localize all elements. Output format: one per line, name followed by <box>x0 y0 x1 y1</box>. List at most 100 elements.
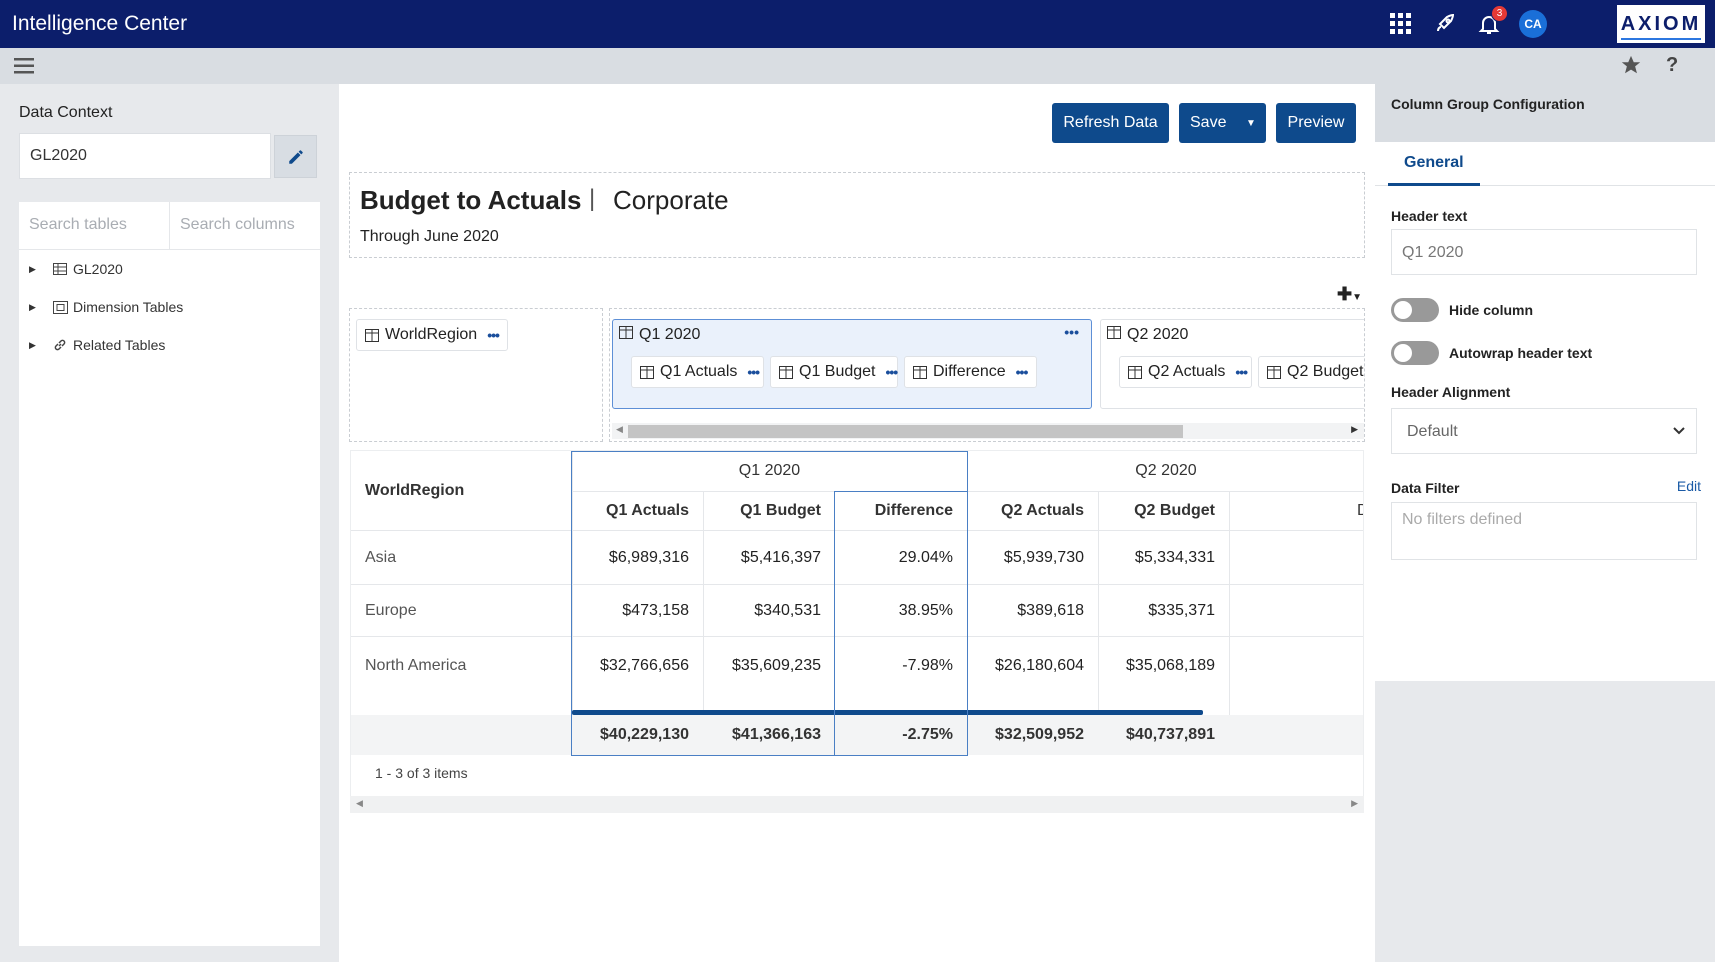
data-source-panel: Data Context GL2020 Search tables Search… <box>0 84 339 962</box>
hamburger-menu-icon[interactable] <box>14 57 34 80</box>
grid-column-header[interactable]: Q1 Actuals <box>606 502 689 519</box>
refresh-data-button[interactable]: Refresh Data <box>1052 103 1169 143</box>
grid-header-worldregion[interactable]: WorldRegion <box>365 482 465 499</box>
expand-caret-icon[interactable]: ▶ <box>29 339 36 350</box>
panel-body: Header text Q1 2020 Hide column Autowrap… <box>1375 186 1715 681</box>
scroll-right-arrow-icon[interactable]: ▶ <box>1351 798 1358 808</box>
grid-column-header[interactable]: D <box>1357 491 1363 531</box>
column-group-q2-2020[interactable]: Q2 2020 Q2 Actuals ••• Q2 Budget <box>1100 319 1364 409</box>
table-cell[interactable]: 38.95% <box>898 602 953 619</box>
table-cell[interactable]: $340,531 <box>754 602 821 619</box>
grid-column-header[interactable]: Difference <box>874 502 953 519</box>
table-icon <box>53 263 73 275</box>
table-cell[interactable]: $35,068,189 <box>1126 657 1215 674</box>
table-total-cell[interactable]: $40,229,130 <box>600 726 689 743</box>
table-total-cell[interactable]: $32,509,952 <box>995 726 1084 743</box>
preview-button[interactable]: Preview <box>1276 103 1356 143</box>
column-icon <box>779 365 793 379</box>
table-cell[interactable]: -7.98% <box>902 657 953 674</box>
scroll-right-arrow-icon[interactable]: ▶ <box>1351 424 1358 434</box>
more-options-icon[interactable]: ••• <box>1064 324 1079 340</box>
pencil-icon <box>288 149 303 164</box>
header-text-label: Header text <box>1391 208 1468 224</box>
hide-column-toggle[interactable] <box>1391 298 1439 322</box>
report-canvas: Refresh Data Save ▼ Preview Budget to Ac… <box>339 84 1375 962</box>
column-group-highlight-bar <box>572 710 1203 715</box>
more-options-icon[interactable]: ••• <box>885 364 899 380</box>
report-subtitle: Corporate <box>613 185 729 215</box>
scroll-left-arrow-icon[interactable]: ◀ <box>356 798 363 808</box>
header-text-field[interactable]: Q1 2020 <box>1391 229 1697 275</box>
table-cell[interactable]: $6,989,316 <box>608 549 689 566</box>
config-horizontal-scrollbar[interactable]: ◀ ▶ <box>612 423 1364 439</box>
edit-filter-link[interactable]: Edit <box>1676 478 1701 494</box>
rocket-icon[interactable] <box>1423 0 1467 48</box>
table-cell[interactable]: $335,371 <box>1148 602 1215 619</box>
report-title-section[interactable]: Budget to Actuals | Corporate Through Ju… <box>349 172 1365 258</box>
data-filter-field[interactable]: No filters defined <box>1391 502 1697 560</box>
notifications-bell-icon[interactable]: 3 <box>1467 0 1511 48</box>
table-cell[interactable]: $35,609,235 <box>732 657 821 674</box>
row-drop-zone[interactable]: WorldRegion ••• <box>349 308 603 442</box>
grid-column-header[interactable]: Q2 Actuals <box>1001 502 1084 519</box>
table-total-cell[interactable]: $40,737,891 <box>1126 726 1215 743</box>
column-chip[interactable]: Q1 Actuals ••• <box>631 356 764 388</box>
column-chip[interactable]: Difference ••• <box>904 356 1037 388</box>
properties-panel: Column Group Configuration General Heade… <box>1375 84 1715 962</box>
expand-caret-icon[interactable]: ▶ <box>29 301 36 312</box>
notification-badge: 3 <box>1491 5 1508 22</box>
table-cell[interactable]: 29.04% <box>898 549 953 566</box>
scrollbar-thumb[interactable] <box>628 425 1183 438</box>
user-menu[interactable]: CA <box>1511 0 1555 48</box>
grid-group-header-q1[interactable]: Q1 2020 <box>738 462 801 479</box>
group-title: Q2 2020 <box>1107 326 1188 344</box>
search-tables-input[interactable]: Search tables <box>29 216 127 233</box>
row-chip-worldregion[interactable]: WorldRegion ••• <box>356 319 508 351</box>
table-cell[interactable]: $389,618 <box>1017 602 1084 619</box>
scroll-left-arrow-icon[interactable]: ◀ <box>616 424 623 434</box>
tab-general[interactable]: General <box>1388 142 1480 186</box>
column-icon <box>1128 365 1142 379</box>
add-column-dropdown-icon[interactable]: ✚▼ <box>1337 284 1362 304</box>
favorite-star-icon[interactable] <box>1620 54 1642 81</box>
apps-grid-icon[interactable] <box>1379 0 1423 48</box>
column-chip[interactable]: Q1 Budget ••• <box>770 356 898 388</box>
table-cell[interactable]: $26,180,604 <box>995 657 1084 674</box>
report-date: Through June 2020 <box>360 228 499 245</box>
table-cell[interactable]: $5,939,730 <box>1003 549 1084 566</box>
autowrap-toggle-row[interactable]: Autowrap header text <box>1391 341 1592 365</box>
data-context-field[interactable]: GL2020 <box>19 133 271 179</box>
more-options-icon[interactable]: ••• <box>487 327 500 343</box>
more-options-icon[interactable]: ••• <box>747 364 760 380</box>
table-cell[interactable]: $5,416,397 <box>740 549 821 566</box>
autowrap-toggle[interactable] <box>1391 341 1439 365</box>
edit-data-context-button[interactable] <box>274 135 317 178</box>
tree-item-gl2020[interactable]: ▶ GL2020 <box>19 250 320 288</box>
save-button[interactable]: Save ▼ <box>1179 103 1266 143</box>
more-options-icon[interactable]: ••• <box>1235 364 1248 380</box>
more-options-icon[interactable]: ••• <box>1015 364 1029 380</box>
table-cell[interactable]: $32,766,656 <box>600 657 689 674</box>
grid-column-header[interactable]: Q2 Budget <box>1134 502 1215 519</box>
tree-item-related-tables[interactable]: ▶ Related Tables <box>19 326 320 364</box>
table-tree: Search tables Search columns ▶ GL2020 ▶ … <box>19 202 320 946</box>
grid-horizontal-scrollbar[interactable]: ◀ ▶ <box>350 796 1364 813</box>
grid-group-header-q2[interactable]: Q2 2020 <box>1135 462 1197 479</box>
save-dropdown-caret-icon[interactable]: ▼ <box>1246 117 1256 129</box>
grid-column-header[interactable]: Q1 Budget <box>740 502 821 519</box>
hide-column-toggle-row[interactable]: Hide column <box>1391 298 1533 322</box>
table-total-cell[interactable]: -2.75% <box>902 726 953 743</box>
column-chip[interactable]: Q2 Budget <box>1258 356 1364 388</box>
expand-caret-icon[interactable]: ▶ <box>29 263 36 274</box>
tree-item-dimension-tables[interactable]: ▶ Dimension Tables <box>19 288 320 326</box>
table-cell[interactable]: $473,158 <box>622 602 689 619</box>
column-group-q1-2020[interactable]: Q1 2020 ••• Q1 Actuals ••• Q1 Budget •••… <box>612 319 1092 409</box>
header-alignment-select[interactable]: Default <box>1391 408 1697 454</box>
help-icon[interactable]: ? <box>1666 54 1679 76</box>
table-cell[interactable]: $5,334,331 <box>1134 549 1215 566</box>
search-columns-input[interactable]: Search columns <box>169 202 320 249</box>
column-chip[interactable]: Q2 Actuals ••• <box>1119 356 1252 388</box>
column-drop-zone[interactable]: Q1 2020 ••• Q1 Actuals ••• Q1 Budget •••… <box>609 308 1365 442</box>
table-row-label: Europe <box>365 602 417 619</box>
table-total-cell[interactable]: $41,366,163 <box>732 726 821 743</box>
